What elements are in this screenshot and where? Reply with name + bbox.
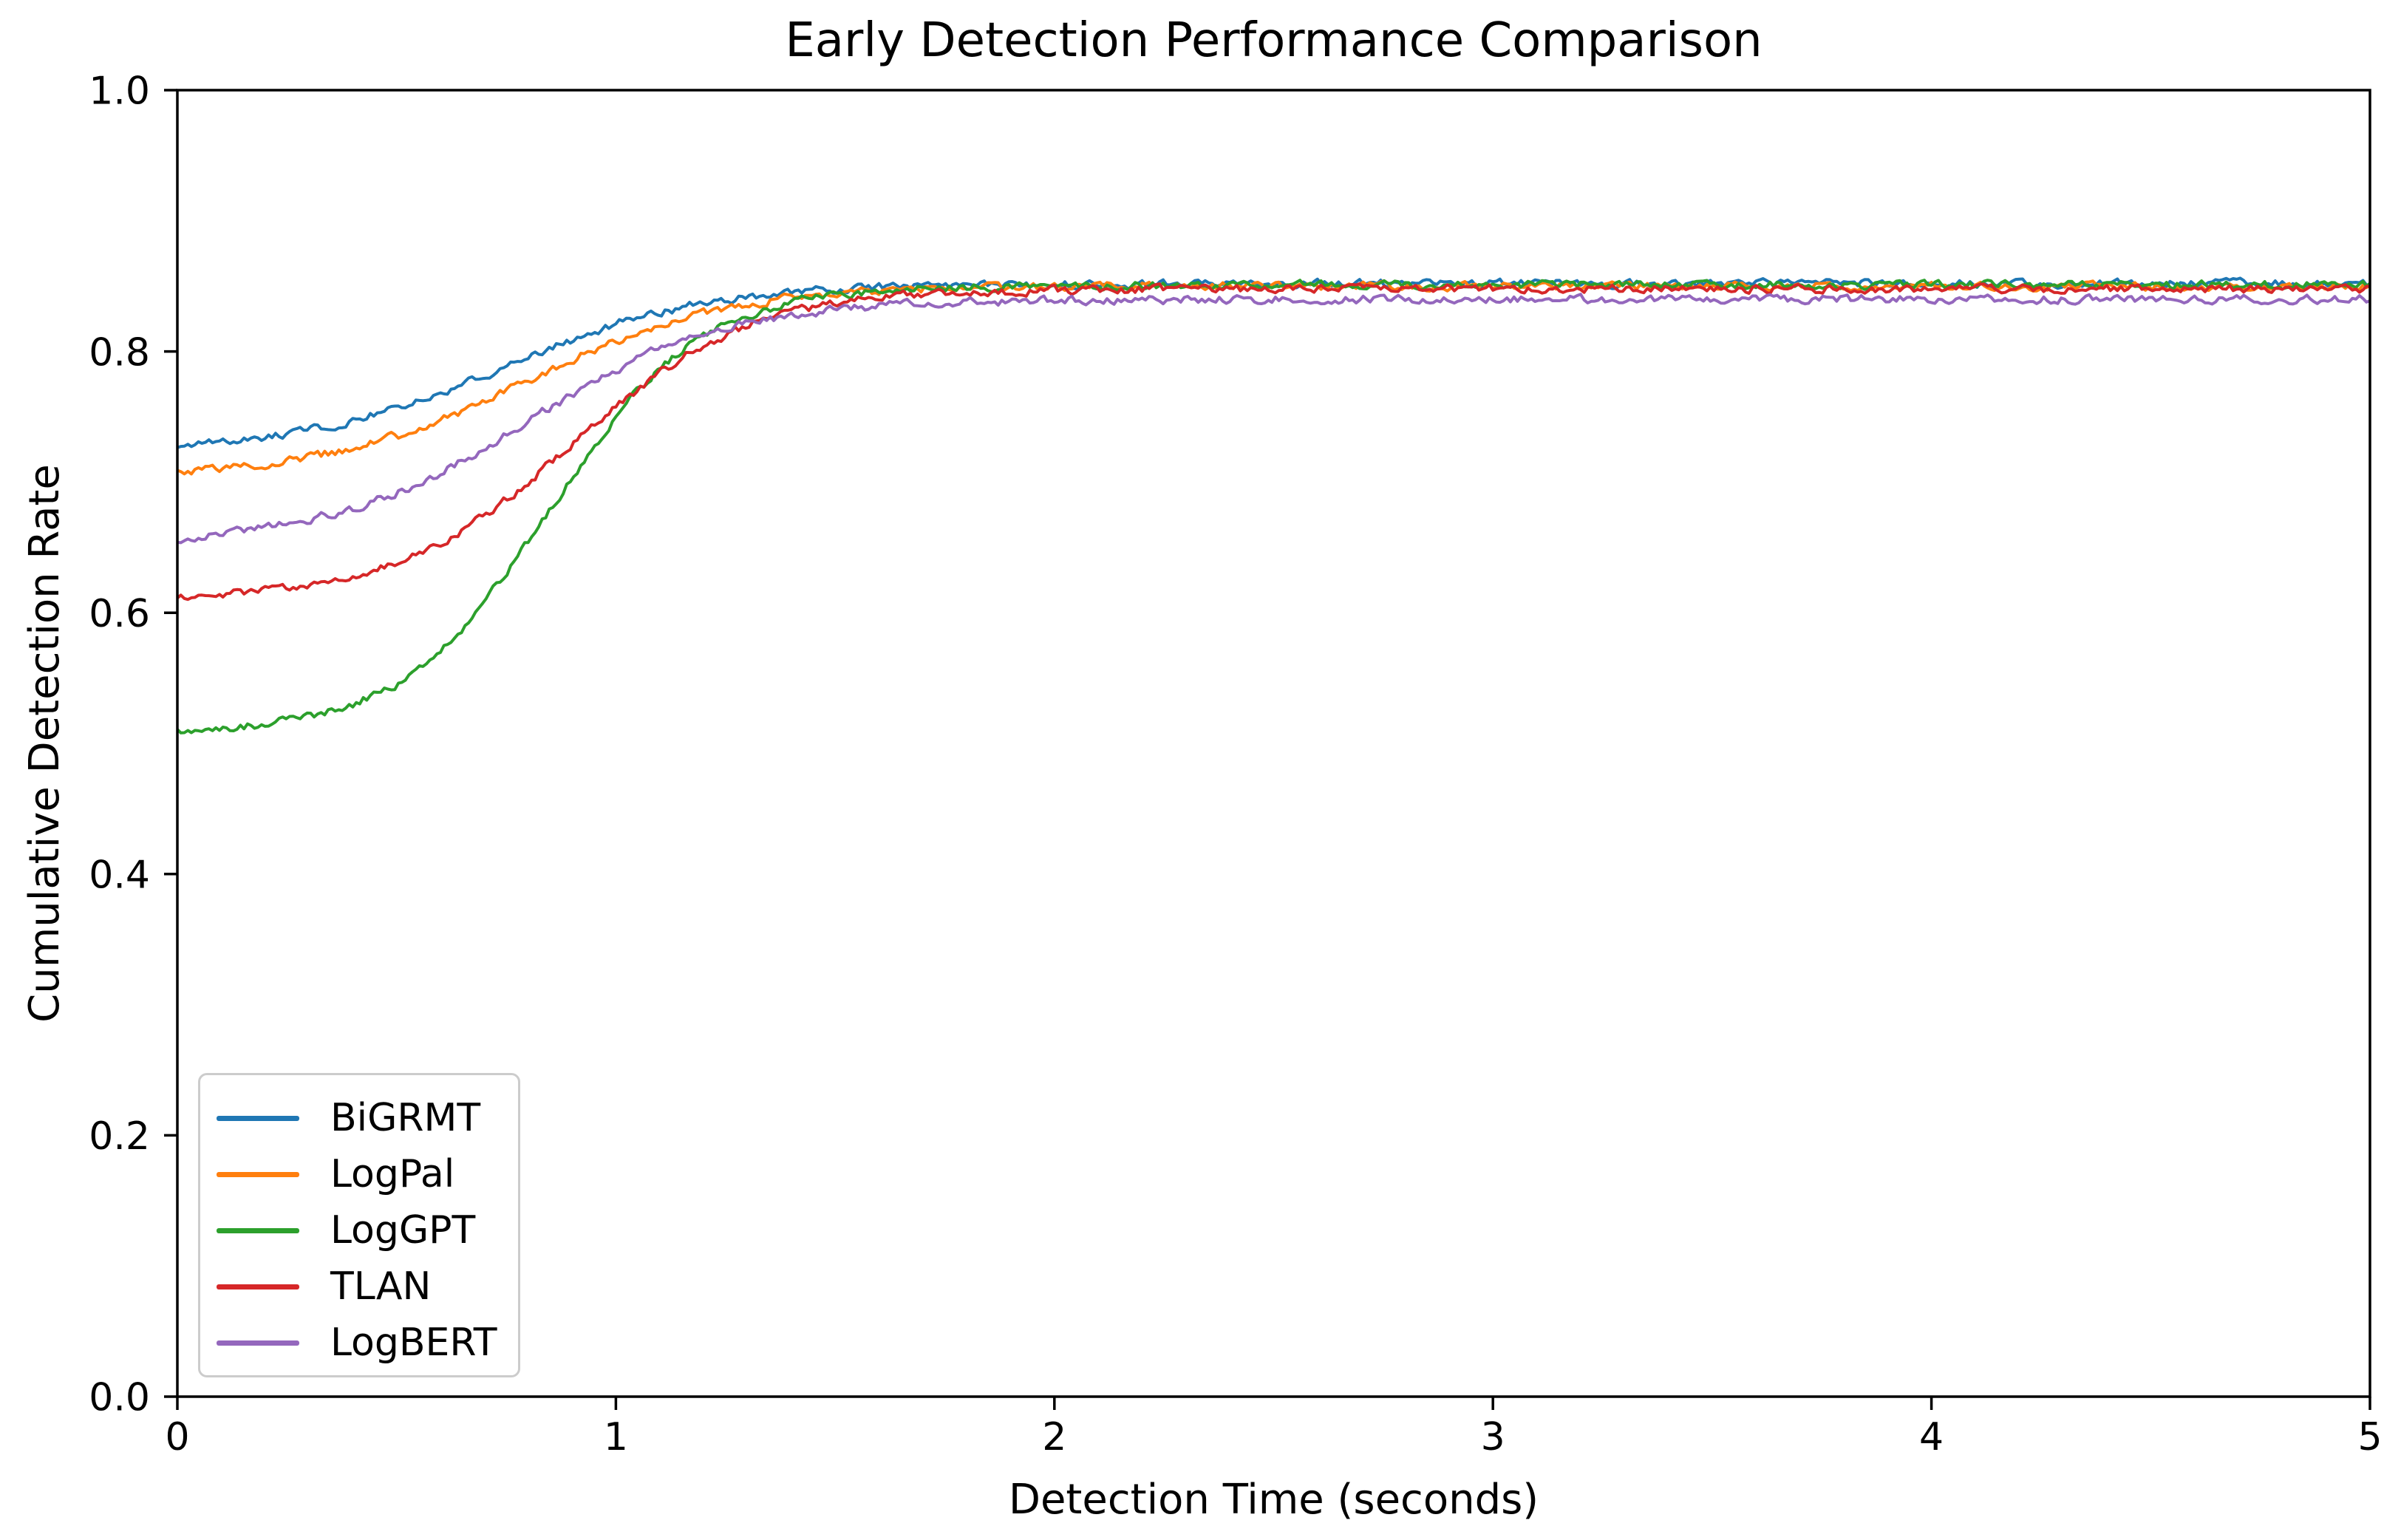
series-line-TLAN bbox=[176, 282, 2371, 602]
x-axis-label: Detection Time (seconds) bbox=[1008, 1476, 1539, 1524]
legend-item-logpal: LogPal bbox=[200, 1146, 518, 1202]
series-line-LogPal bbox=[177, 279, 2371, 476]
chart-title: Early Detection Performance Comparison bbox=[785, 13, 1763, 68]
legend-line-swatch bbox=[217, 1171, 299, 1177]
legend-item-loggpt: LogGPT bbox=[200, 1202, 518, 1258]
legend-line-swatch bbox=[217, 1115, 299, 1121]
y-tick-label: 0.2 bbox=[89, 1114, 150, 1159]
plot-spines bbox=[176, 89, 2371, 1398]
x-tick-label: 5 bbox=[2357, 1415, 2382, 1459]
x-tick-label: 2 bbox=[1042, 1415, 1066, 1459]
legend-item-label: LogGPT bbox=[330, 1208, 476, 1253]
y-axis-label: Cumulative Detection Rate bbox=[21, 464, 69, 1023]
x-tick-label: 4 bbox=[1919, 1415, 1944, 1459]
x-tick-label: 1 bbox=[604, 1415, 628, 1459]
legend-item-tlan: TLAN bbox=[200, 1258, 518, 1315]
x-tick-label: 3 bbox=[1481, 1415, 1505, 1459]
legend-item-label: BiGRMT bbox=[330, 1096, 481, 1140]
series-line-BiGRMT bbox=[177, 276, 2371, 449]
legend-line-swatch bbox=[217, 1284, 299, 1289]
series-line-LogBERT bbox=[177, 293, 2371, 545]
legend: BiGRMT LogPal LogGPT TLAN LogBERT bbox=[198, 1073, 520, 1377]
x-tick-label: 0 bbox=[165, 1415, 189, 1459]
y-tick-label: 0.0 bbox=[89, 1376, 150, 1420]
legend-item-label: LogBERT bbox=[330, 1321, 497, 1365]
y-tick-label: 0.8 bbox=[89, 330, 150, 375]
legend-line-swatch bbox=[217, 1340, 299, 1346]
legend-item-bigrmt: BiGRMT bbox=[200, 1090, 518, 1146]
legend-line-swatch bbox=[217, 1227, 299, 1233]
legend-item-label: TLAN bbox=[330, 1264, 432, 1309]
series-line-LogGPT bbox=[176, 279, 2371, 735]
y-tick-label: 0.4 bbox=[89, 854, 150, 898]
y-tick-label: 1.0 bbox=[89, 69, 150, 114]
legend-item-logbert: LogBERT bbox=[200, 1315, 518, 1371]
y-tick-label: 0.6 bbox=[89, 592, 150, 636]
legend-item-label: LogPal bbox=[330, 1152, 455, 1196]
